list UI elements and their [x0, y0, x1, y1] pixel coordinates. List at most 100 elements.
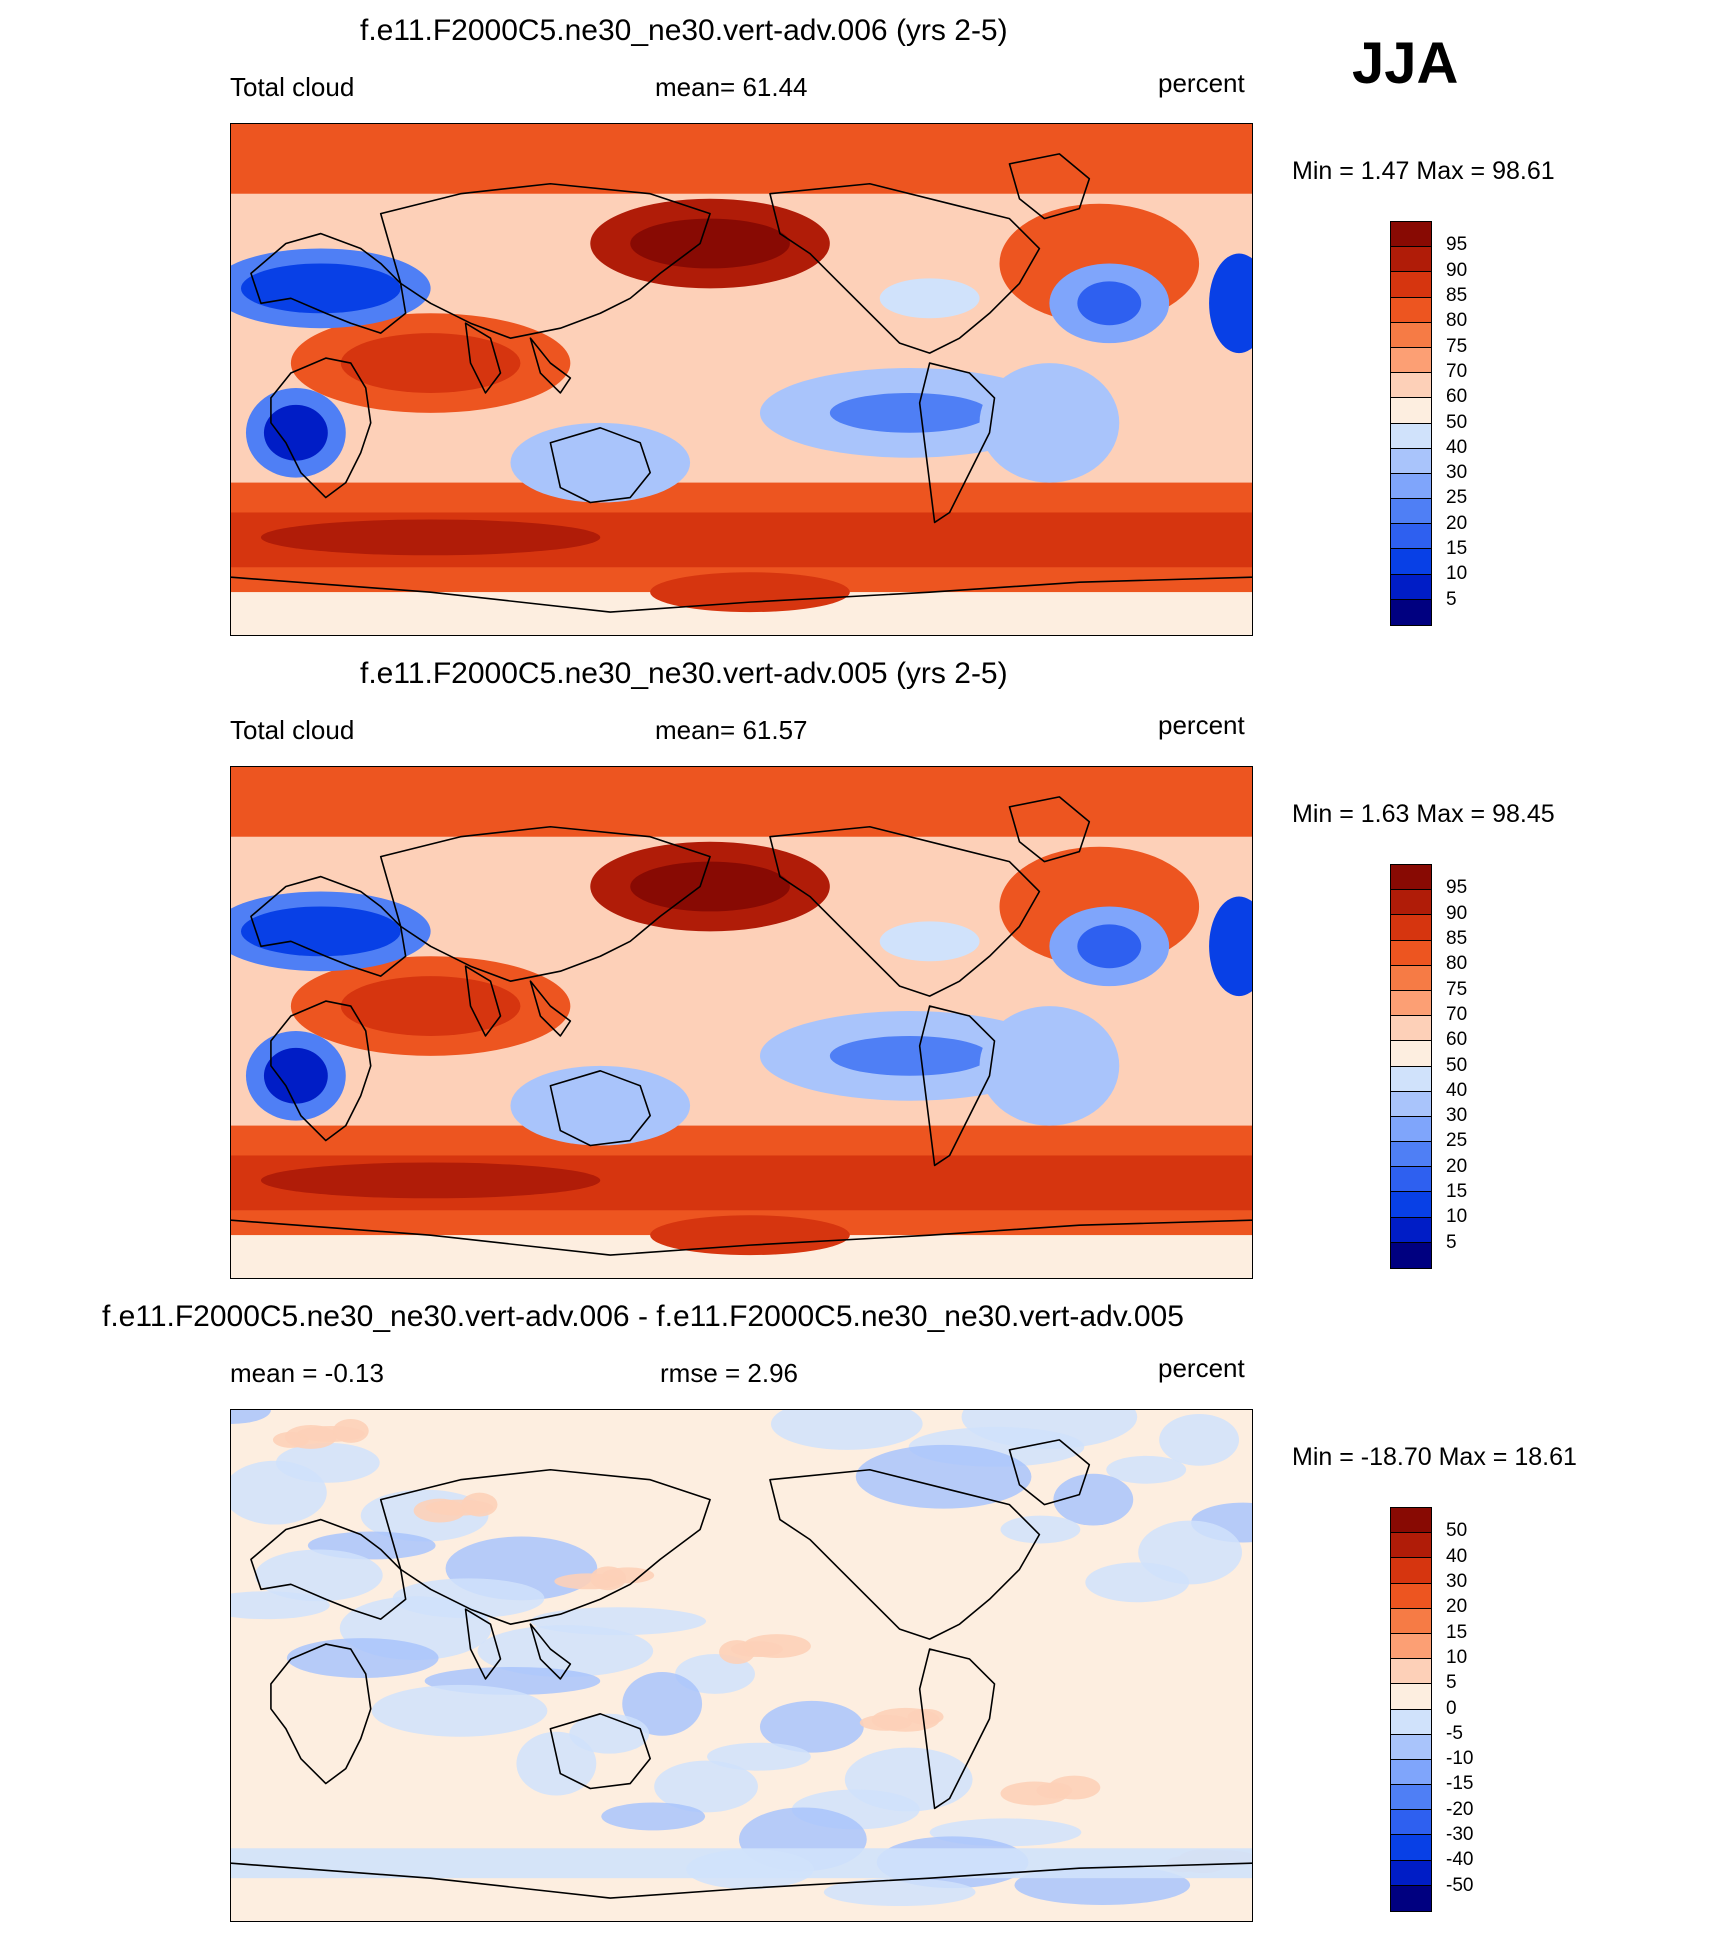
panel-1-units-label: percent: [1158, 68, 1245, 98]
colorbar-tick-label: 90: [1446, 902, 1468, 924]
panel-2-colorbar: [1390, 864, 1432, 1269]
colorbar-tick-label: 95: [1446, 234, 1468, 256]
colorbar-tick-label: 70: [1446, 1003, 1468, 1025]
colorbar-swatch: [1391, 272, 1431, 298]
colorbar-tick-label: 60: [1446, 386, 1468, 408]
panel-1-minmax: Min = 1.47 Max = 98.61: [1292, 157, 1555, 185]
colorbar-tick-label: 85: [1446, 927, 1468, 949]
colorbar-tick-label: 50: [1446, 1054, 1468, 1076]
colorbar-tick-label: 10: [1446, 563, 1468, 585]
colorbar-tick-label: 85: [1446, 284, 1468, 306]
colorbar-swatch: [1391, 1785, 1431, 1811]
panel-3-mean-label: mean = -0.13: [230, 1358, 384, 1388]
panel-2-mean-label: mean= 61.57: [655, 715, 808, 745]
colorbar-swatch: [1391, 247, 1431, 273]
panel-2-minmax: Min = 1.63 Max = 98.45: [1292, 800, 1555, 828]
panel-2-units-label: percent: [1158, 710, 1245, 740]
colorbar-swatch: [1391, 1659, 1431, 1685]
colorbar-swatch: [1391, 1167, 1431, 1193]
panel-1-map: [230, 123, 1253, 636]
colorbar-tick-label: 40: [1446, 1079, 1468, 1101]
colorbar-swatch: [1391, 1608, 1431, 1634]
panel-3-units-label: percent: [1158, 1353, 1245, 1383]
colorbar-swatch: [1391, 1508, 1431, 1534]
colorbar-tick-label: 15: [1446, 538, 1468, 560]
colorbar-tick-label: 30: [1446, 1105, 1468, 1127]
colorbar-tick-label: 30: [1446, 462, 1468, 484]
colorbar-tick-label: 30: [1446, 1570, 1468, 1592]
colorbar-tick-label: 90: [1446, 259, 1468, 281]
colorbar-tick-label: 10: [1446, 1206, 1468, 1228]
colorbar-swatch: [1391, 473, 1431, 500]
panel-2-map: [230, 766, 1253, 1279]
colorbar-swatch: [1391, 373, 1431, 399]
colorbar-tick-label: 80: [1446, 310, 1468, 332]
colorbar-tick-label: 80: [1446, 953, 1468, 975]
colorbar-tick-label: -40: [1446, 1849, 1474, 1871]
colorbar-tick-label: 70: [1446, 360, 1468, 382]
panel-3-colorbar: [1390, 1507, 1432, 1912]
colorbar-tick-label: 75: [1446, 335, 1468, 357]
colorbar-swatch: [1391, 1016, 1431, 1042]
colorbar-tick-label: 60: [1446, 1029, 1468, 1051]
colorbar-swatch: [1391, 1885, 1431, 1911]
panel-3-map: [230, 1409, 1253, 1922]
colorbar-tick-label: 75: [1446, 978, 1468, 1000]
map-contour-field: [231, 1410, 1252, 1921]
colorbar-swatch: [1391, 347, 1431, 374]
colorbar-swatch: [1391, 1684, 1431, 1710]
colorbar-swatch: [1391, 865, 1431, 891]
colorbar-tick-label: 20: [1446, 1155, 1468, 1177]
colorbar-swatch: [1391, 499, 1431, 525]
colorbar-swatch: [1391, 940, 1431, 966]
colorbar-tick-label: -50: [1446, 1874, 1474, 1896]
colorbar-swatch: [1391, 1759, 1431, 1786]
panel-3-rmse-label: rmse = 2.96: [660, 1358, 799, 1388]
colorbar-swatch: [1391, 1583, 1431, 1609]
colorbar-tick-label: -10: [1446, 1748, 1474, 1770]
colorbar-swatch: [1391, 297, 1431, 323]
colorbar-swatch: [1391, 1810, 1431, 1836]
colorbar-swatch: [1391, 915, 1431, 941]
colorbar-tick-label: 50: [1446, 411, 1468, 433]
colorbar-swatch: [1391, 890, 1431, 916]
colorbar-tick-label: 5: [1446, 1231, 1457, 1253]
colorbar-tick-label: -20: [1446, 1798, 1474, 1820]
colorbar-tick-label: 20: [1446, 1596, 1468, 1618]
panel-2-variable-label: Total cloud: [230, 715, 355, 745]
colorbar-tick-label: 95: [1446, 877, 1468, 899]
colorbar-swatch: [1391, 549, 1431, 575]
colorbar-tick-label: -15: [1446, 1773, 1474, 1795]
colorbar-swatch: [1391, 1860, 1431, 1886]
panel-1-colorbar: [1390, 221, 1432, 626]
colorbar-swatch: [1391, 1192, 1431, 1218]
colorbar-tick-label: 25: [1446, 1130, 1468, 1152]
colorbar-tick-label: 0: [1446, 1697, 1457, 1719]
colorbar-swatch: [1391, 1633, 1431, 1660]
colorbar-swatch: [1391, 222, 1431, 248]
colorbar-tick-label: 10: [1446, 1646, 1468, 1668]
panel-1-variable-label: Total cloud: [230, 72, 355, 102]
colorbar-swatch: [1391, 965, 1431, 991]
colorbar-swatch: [1391, 423, 1431, 449]
colorbar-swatch: [1391, 1217, 1431, 1243]
colorbar-swatch: [1391, 1533, 1431, 1559]
colorbar-tick-label: 40: [1446, 436, 1468, 458]
map-contour-field: [231, 124, 1252, 635]
colorbar-tick-label: 40: [1446, 1545, 1468, 1567]
colorbar-tick-label: -5: [1446, 1722, 1463, 1744]
colorbar-tick-label: 20: [1446, 512, 1468, 534]
colorbar-swatch: [1391, 398, 1431, 424]
colorbar-tick-label: 5: [1446, 588, 1457, 610]
colorbar-swatch: [1391, 1835, 1431, 1861]
colorbar-swatch: [1391, 990, 1431, 1017]
panel-3-title: f.e11.F2000C5.ne30_ne30.vert-adv.006 - f…: [102, 1300, 1184, 1333]
colorbar-swatch: [1391, 599, 1431, 625]
colorbar-swatch: [1391, 1734, 1431, 1760]
colorbar-swatch: [1391, 1041, 1431, 1067]
colorbar-swatch: [1391, 574, 1431, 600]
colorbar-swatch: [1391, 524, 1431, 550]
colorbar-tick-label: 15: [1446, 1621, 1468, 1643]
panel-1-mean-label: mean= 61.44: [655, 72, 808, 102]
colorbar-swatch: [1391, 1242, 1431, 1268]
